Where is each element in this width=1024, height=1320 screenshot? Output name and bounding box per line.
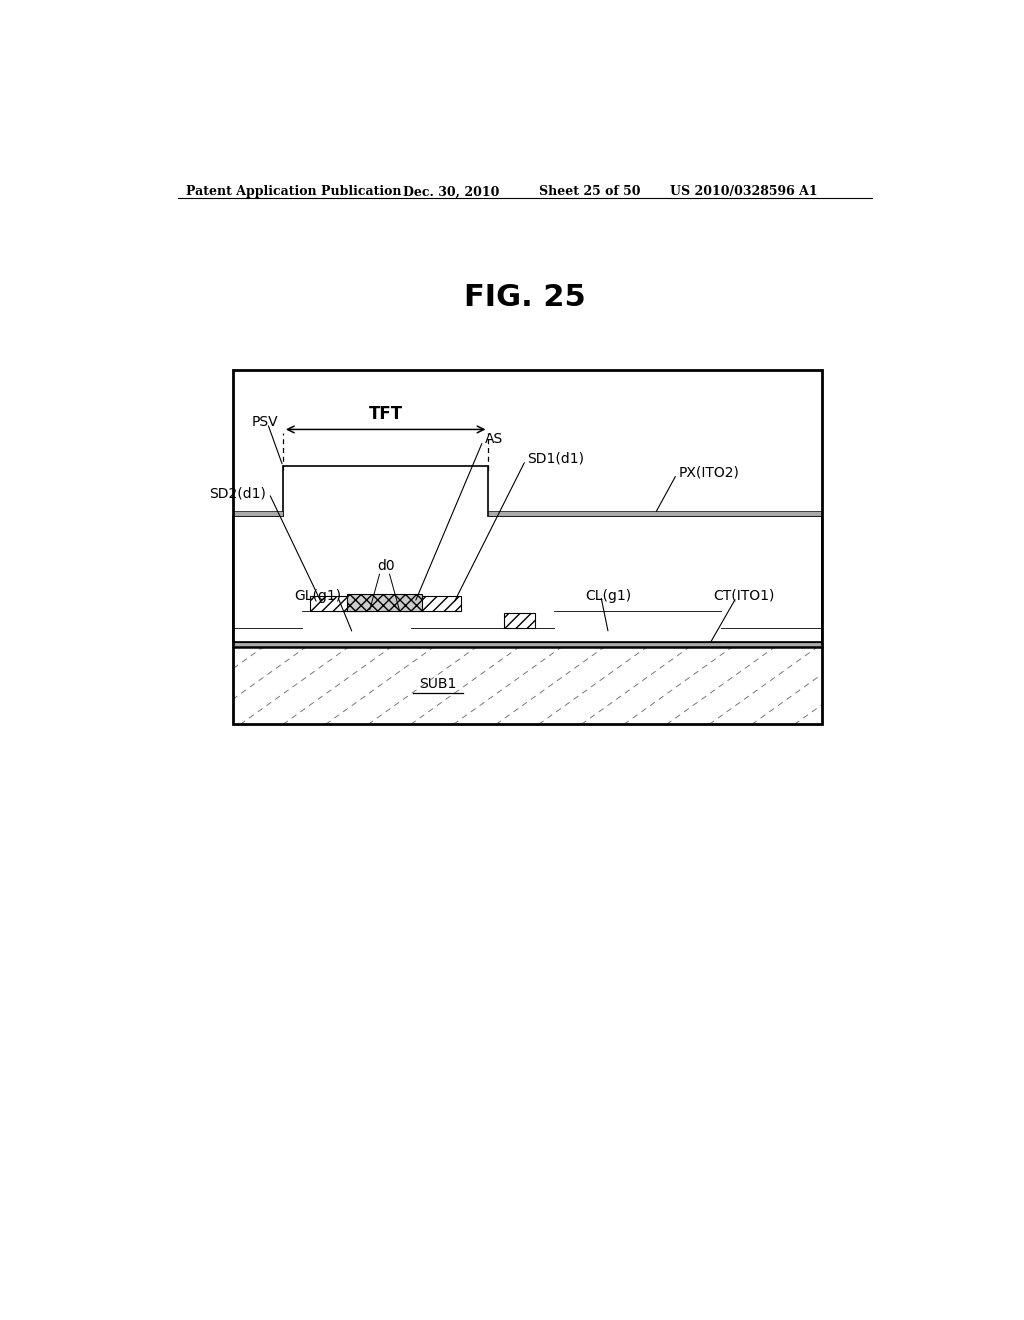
Text: AS: AS: [484, 433, 503, 446]
Text: Dec. 30, 2010: Dec. 30, 2010: [403, 185, 500, 198]
Bar: [346, 594, 423, 611]
Bar: [232, 647, 821, 725]
Text: FIG. 25: FIG. 25: [464, 282, 586, 312]
Bar: [232, 642, 821, 647]
Text: Patent Application Publication: Patent Application Publication: [186, 185, 401, 198]
Text: CT(ITO1): CT(ITO1): [713, 589, 774, 603]
Bar: [504, 612, 535, 628]
Polygon shape: [232, 466, 821, 642]
Bar: [488, 511, 821, 516]
Text: CL(g1): CL(g1): [586, 589, 632, 603]
Text: TFT: TFT: [369, 405, 402, 424]
Text: US 2010/0328596 A1: US 2010/0328596 A1: [671, 185, 818, 198]
Bar: [302, 626, 411, 642]
Text: SD1(d1): SD1(d1): [527, 451, 584, 466]
Bar: [232, 511, 283, 516]
Bar: [403, 595, 461, 611]
Text: SD2(d1): SD2(d1): [209, 486, 266, 500]
Bar: [310, 595, 369, 611]
Bar: [232, 647, 821, 725]
Bar: [232, 370, 821, 725]
Text: GL(g1): GL(g1): [295, 589, 342, 603]
Text: PSV: PSV: [252, 414, 279, 429]
Bar: [554, 626, 721, 642]
Text: Sheet 25 of 50: Sheet 25 of 50: [539, 185, 640, 198]
Text: SUB1: SUB1: [419, 677, 457, 690]
Bar: [232, 370, 821, 725]
Text: d0: d0: [377, 558, 394, 573]
Text: PX(ITO2): PX(ITO2): [678, 466, 739, 479]
